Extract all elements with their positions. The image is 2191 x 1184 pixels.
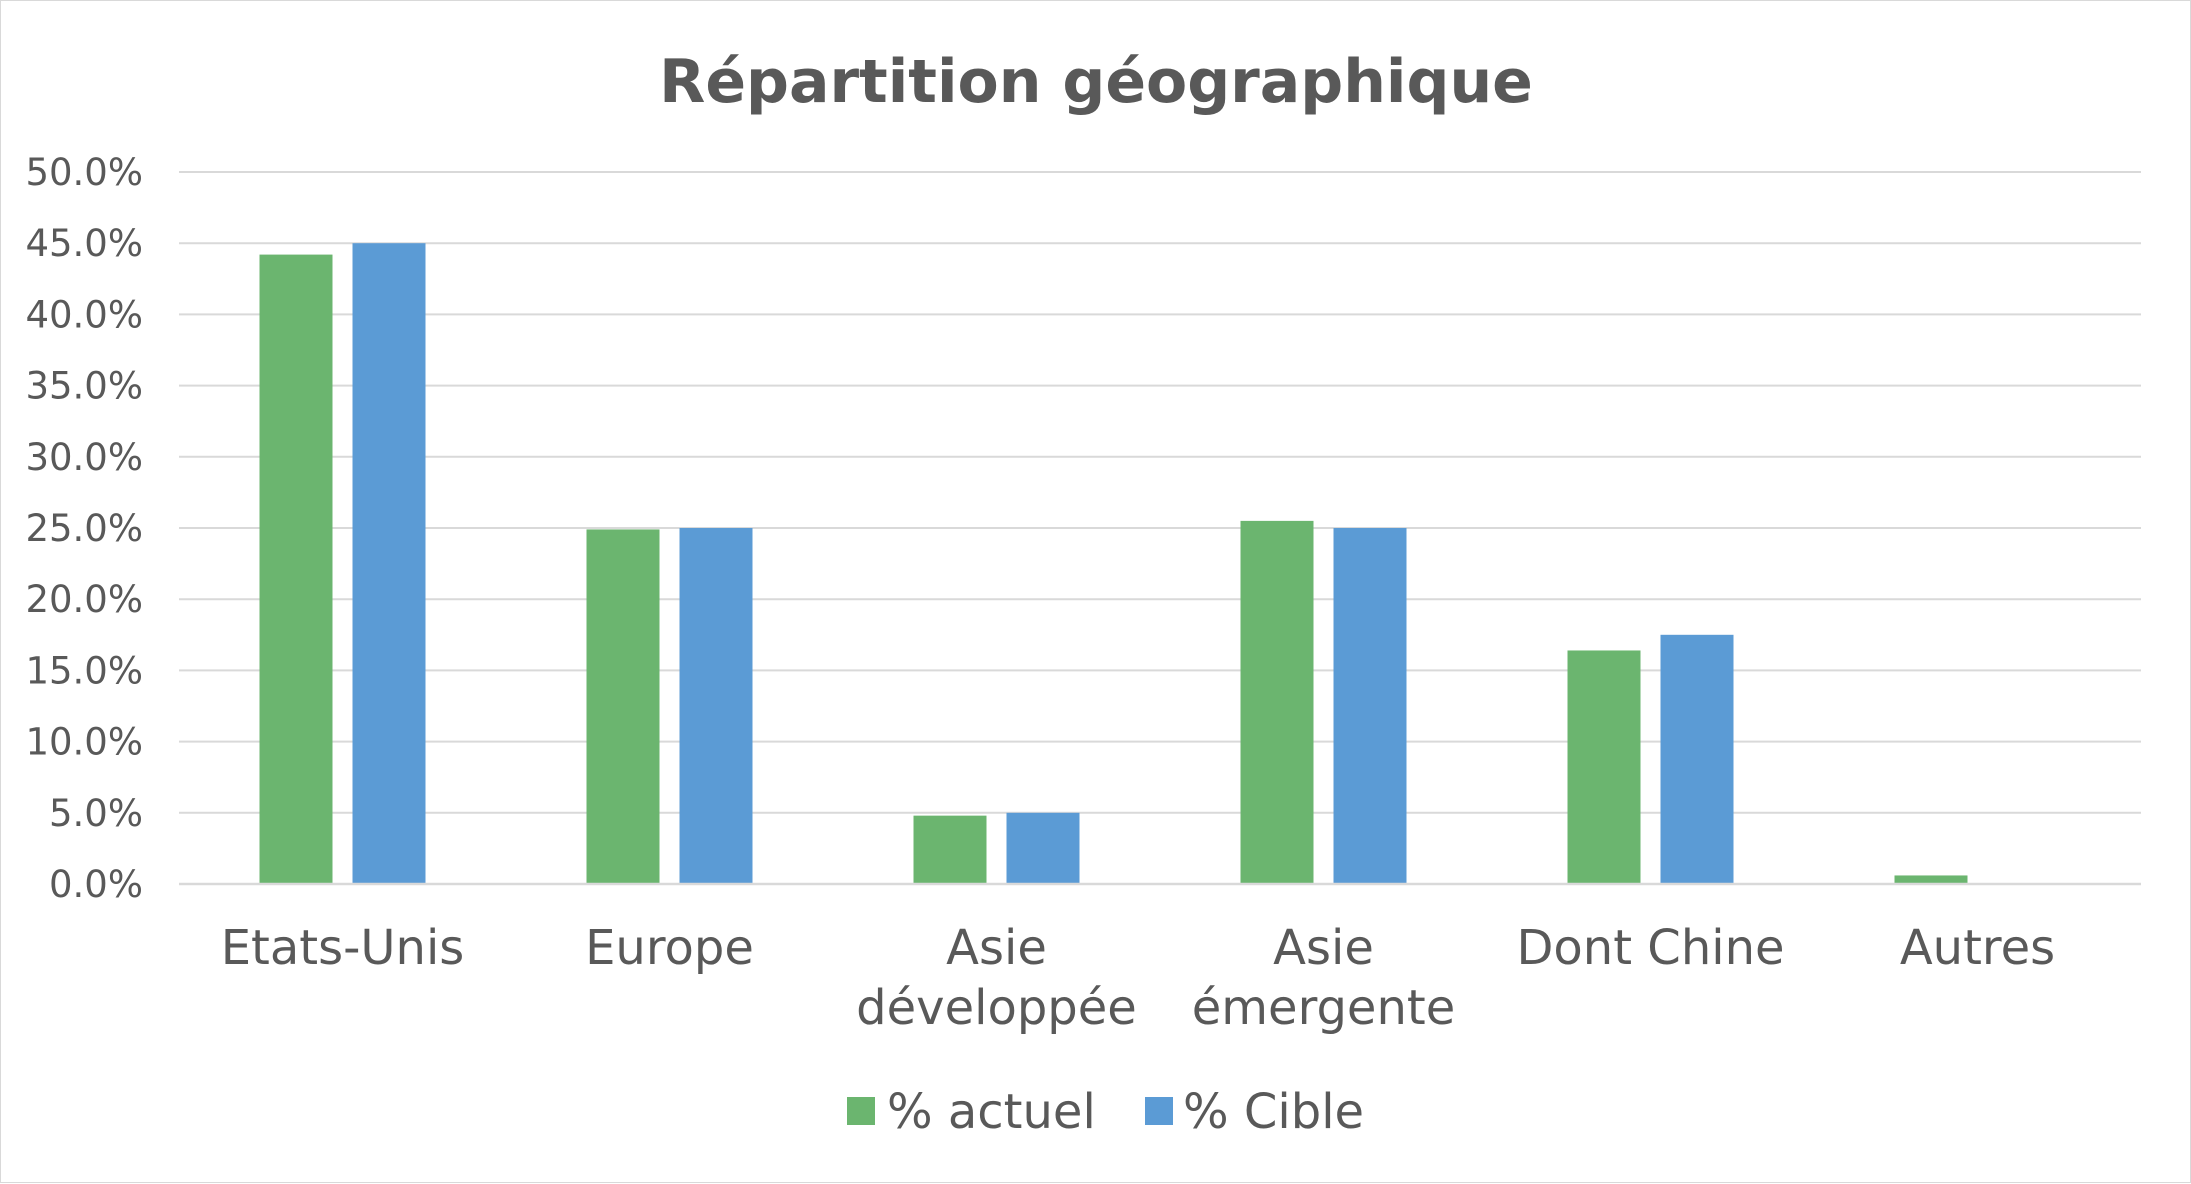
x-axis-ticks: Etats-Unis Europe Asie développée Asie émerge… <box>221 920 2055 1036</box>
x-tick-label: Asie émergente <box>1192 920 1455 1036</box>
y-tick-label: 45.0% <box>25 222 143 265</box>
y-tick-label: 25.0% <box>25 507 143 550</box>
y-tick-label: 0.0% <box>49 863 143 906</box>
y-tick-label: 35.0% <box>25 365 143 408</box>
x-tick-label: Asie développée <box>856 920 1137 1036</box>
y-tick-label: 40.0% <box>25 293 143 336</box>
bar-actuel <box>259 254 333 885</box>
bar-cible <box>1660 634 1734 884</box>
legend-swatch <box>1145 1097 1173 1125</box>
x-tick-label: Etats-Unis <box>221 920 465 976</box>
y-tick-label: 10.0% <box>25 721 143 764</box>
legend-label: % actuel <box>887 1084 1096 1140</box>
y-tick-label: 20.0% <box>25 578 143 621</box>
bar-actuel <box>1894 875 1968 884</box>
bar-cible <box>1006 812 1080 884</box>
bar-actuel <box>1567 650 1641 884</box>
bar-cible <box>352 243 426 884</box>
bar-actuel <box>913 815 987 884</box>
x-tick-label: Dont Chine <box>1516 920 1784 976</box>
y-tick-label: 30.0% <box>25 436 143 479</box>
bar-cible <box>679 528 753 884</box>
chart-title: Répartition géographique <box>659 47 1533 117</box>
legend-swatch <box>847 1097 875 1125</box>
y-tick-label: 50.0% <box>25 151 143 194</box>
y-tick-label: 5.0% <box>49 792 143 835</box>
bar-actuel <box>1240 520 1314 884</box>
x-tick-label: Autres <box>1900 920 2055 976</box>
y-axis-ticks: 0.0% 5.0% 10.0% 15.0% 20.0% 25.0% 30.0% 35.0% 40… <box>25 151 143 906</box>
legend: % actuel % Cible <box>847 1084 1364 1140</box>
x-tick-label: Europe <box>585 920 754 976</box>
bars <box>259 243 1968 885</box>
legend-label: % Cible <box>1183 1084 1364 1140</box>
bar-actuel <box>586 529 660 884</box>
bar-cible <box>1333 528 1407 884</box>
y-tick-label: 15.0% <box>25 649 143 692</box>
gridlines <box>179 171 2141 814</box>
